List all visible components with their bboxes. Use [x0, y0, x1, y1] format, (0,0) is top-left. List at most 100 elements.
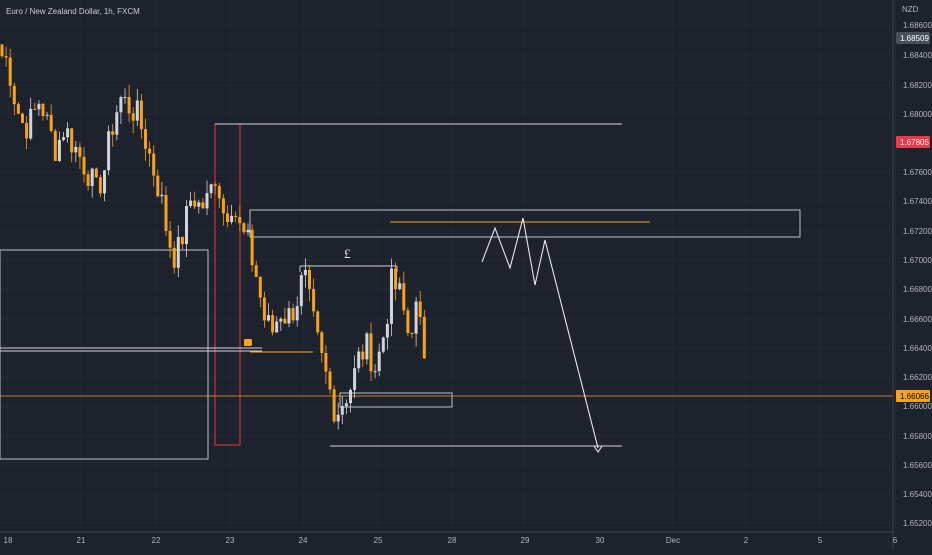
candle-body	[57, 139, 61, 161]
candle-body	[361, 351, 365, 360]
price-tick-label: 1.65800	[903, 432, 932, 441]
candle-body	[369, 333, 373, 372]
candle-body	[90, 168, 94, 187]
time-tick-label: 5	[818, 536, 823, 545]
candle-body	[246, 229, 250, 233]
candle-body	[271, 315, 275, 333]
candle-body	[12, 85, 16, 105]
candle-body	[402, 283, 406, 311]
candle-body	[242, 223, 246, 233]
price-tag	[896, 32, 930, 44]
candle-body	[365, 333, 369, 360]
candle-body	[254, 265, 258, 277]
candle-body	[107, 131, 111, 171]
left-zone-box	[0, 249, 209, 460]
candle-body	[164, 194, 168, 231]
candle-body	[62, 137, 65, 140]
candle-body	[353, 368, 357, 390]
candle-body	[328, 371, 332, 390]
time-axis: 18 21 22 23 24 25 28 29 30 Dec 2 5 6	[0, 531, 898, 545]
candle-body	[197, 202, 201, 207]
price-axis: NZD 1.686001.684001.682001.680001.676001…	[892, 0, 932, 550]
candle-body	[308, 269, 311, 289]
candle-body	[119, 97, 123, 113]
candle-body	[29, 108, 33, 139]
price-tag	[896, 390, 930, 402]
candle-body	[53, 130, 57, 161]
candle-body	[70, 128, 74, 153]
candle-body	[180, 236, 184, 245]
candle-body	[377, 351, 381, 372]
price-tick-label: 1.65400	[903, 490, 932, 499]
candle-body	[238, 216, 242, 224]
price-tag	[896, 136, 930, 148]
candle-body	[279, 318, 283, 322]
projection-path	[481, 217, 599, 449]
lock-icon	[244, 339, 252, 346]
price-tick-label: 1.66400	[903, 344, 932, 353]
candle-body	[201, 202, 205, 209]
candle-body	[390, 268, 393, 324]
time-tick-label: 6	[893, 536, 898, 545]
candle-body	[324, 353, 328, 372]
time-tick-label: 24	[299, 536, 308, 545]
price-tag-label: 1.68509	[900, 34, 929, 43]
candle-body	[221, 198, 225, 214]
candle-body	[316, 311, 320, 333]
chart-title: Euro / New Zealand Dollar, 1h, FXCM	[6, 7, 140, 16]
candle-body	[111, 131, 115, 135]
candle-body	[160, 194, 164, 197]
price-tags: 1.68509 1.67805 1.66066	[896, 32, 930, 402]
candle-body	[131, 113, 135, 121]
candle-body	[66, 128, 70, 138]
candle-body	[189, 200, 193, 207]
price-tag-label: 1.66066	[900, 392, 929, 401]
time-tick-label: 2	[744, 536, 749, 545]
candle-body	[172, 247, 176, 268]
candle-body	[332, 389, 336, 422]
candle-body	[357, 351, 361, 369]
candle-body	[213, 184, 217, 186]
candle-body	[205, 193, 209, 209]
price-tick-label: 1.66800	[903, 285, 932, 294]
candle-body	[312, 288, 316, 312]
candle-body	[422, 316, 426, 359]
candle-body	[82, 156, 86, 175]
demand-zone-box	[339, 392, 453, 408]
price-tick-label: 1.66200	[903, 373, 932, 382]
candle-body	[37, 103, 41, 110]
candle-body	[217, 185, 221, 199]
candle-body	[45, 114, 49, 116]
zone-annotations: £	[0, 123, 893, 460]
projection-arrowhead	[593, 445, 603, 453]
candle-body	[226, 213, 229, 223]
candle-body	[123, 96, 127, 98]
candle-body	[49, 114, 53, 131]
candle-body	[234, 215, 238, 217]
price-tick-label: 1.67400	[903, 197, 932, 206]
candle-body	[250, 229, 254, 266]
candle-body	[287, 308, 291, 324]
candle-body	[152, 153, 156, 176]
candle-body	[398, 283, 402, 290]
candle-body	[410, 332, 414, 334]
price-tick-label: 1.66000	[903, 402, 932, 411]
candle-body	[344, 403, 348, 407]
candle-body	[139, 100, 143, 130]
time-tick-label: 30	[596, 536, 605, 545]
candle-body	[98, 177, 102, 194]
price-tick-label: 1.68600	[903, 21, 932, 30]
candle-body	[394, 268, 398, 290]
time-tick-label: 28	[448, 536, 457, 545]
candle-body	[340, 406, 344, 415]
price-tick-label: 1.68400	[903, 51, 932, 60]
price-tick-label: 1.65200	[903, 519, 932, 528]
pound-label: £	[344, 246, 351, 261]
time-tick-label: Dec	[666, 536, 680, 545]
candle-body	[127, 96, 131, 114]
candle-body	[258, 276, 262, 298]
candle-body	[156, 175, 160, 197]
candle-body	[336, 414, 340, 422]
